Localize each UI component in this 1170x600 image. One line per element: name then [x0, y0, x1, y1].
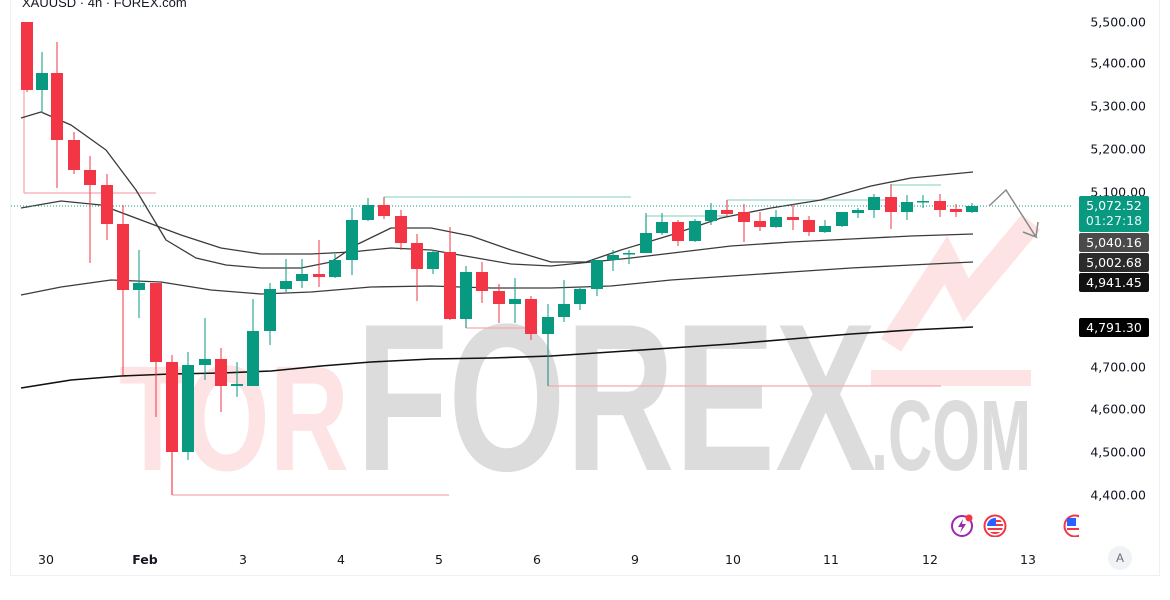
price-axis[interactable]: 5,500.00 5,400.00 5,300.00 5,200.00 5,100.00… — [1060, 0, 1170, 576]
auto-scale-button[interactable]: A — [1108, 546, 1132, 570]
watermark: TOR FOREX.COM — [119, 214, 1041, 515]
candle — [346, 208, 358, 275]
candle — [395, 210, 407, 250]
candle — [558, 280, 570, 322]
price-tick-label: 5,500.00 — [1090, 14, 1146, 30]
time-tick-label: 10 — [725, 552, 741, 567]
candle — [21, 22, 33, 92]
candle — [362, 198, 374, 221]
candle — [705, 203, 717, 225]
us-flag-event-icon-partial[interactable] — [1063, 513, 1079, 537]
candle — [819, 220, 831, 233]
time-tick-label: 4 — [337, 552, 345, 567]
chart-frame: TOR FOREX .COM — [10, 0, 1160, 576]
lightning-event-icon[interactable] — [950, 513, 974, 537]
candle — [689, 219, 701, 242]
time-tick-label: 12 — [922, 552, 938, 567]
countdown-label: 01:27:18 — [1085, 213, 1143, 228]
candle — [444, 227, 456, 320]
candle — [329, 254, 341, 278]
candle — [411, 234, 423, 301]
candle — [166, 355, 178, 495]
time-tick-label: 9 — [631, 552, 639, 567]
ma-value-badge: 5,002.68 — [1079, 253, 1149, 272]
ma-value-badge: 4,791.30 — [1079, 318, 1149, 337]
candle — [934, 194, 946, 217]
price-tick-label: 4,500.00 — [1090, 444, 1146, 460]
time-tick-label: 5 — [435, 552, 443, 567]
candle — [231, 362, 243, 397]
candle — [509, 278, 521, 323]
price-tick-label: 5,200.00 — [1090, 141, 1146, 157]
candle — [754, 212, 766, 231]
chart-title: XAUUSD · 4h · FOREX.com — [22, 0, 187, 10]
candle — [36, 52, 48, 113]
us-flag-event-icon[interactable] — [983, 513, 1007, 538]
price-tick-label: 5,100.00 — [1090, 184, 1146, 200]
candle — [280, 259, 292, 292]
last-price-badge: 5,072.52 01:27:18 — [1079, 196, 1149, 232]
candle — [247, 299, 259, 386]
candle — [591, 260, 603, 296]
candle — [868, 194, 880, 218]
ma-value-badge: 4,941.45 — [1079, 273, 1149, 292]
price-tick-label: 4,400.00 — [1090, 487, 1146, 503]
projection-arrow-icon — [988, 188, 1039, 239]
time-tick-label: Feb — [132, 552, 158, 567]
candle — [836, 212, 848, 227]
price-tick-label: 5,300.00 — [1090, 98, 1146, 114]
candle — [101, 174, 113, 240]
watermark-com: .COM — [871, 380, 1031, 492]
candle — [721, 200, 733, 216]
candle — [525, 296, 537, 340]
candle — [460, 266, 472, 328]
candle — [182, 352, 194, 460]
candle — [803, 216, 815, 236]
candle — [296, 259, 308, 288]
candle — [476, 262, 488, 303]
candle — [542, 304, 554, 386]
candle — [427, 250, 439, 274]
candle — [623, 250, 635, 264]
time-tick-label: 11 — [823, 552, 839, 567]
candle — [885, 184, 897, 229]
candle — [574, 288, 586, 310]
watermark-forex: FOREX — [356, 280, 876, 515]
candle — [117, 205, 129, 375]
chart-plot[interactable]: TOR FOREX.COM — [11, 0, 1071, 545]
candle — [150, 283, 162, 417]
ma-value-badge: 5,040.16 — [1079, 233, 1149, 252]
candle — [378, 197, 390, 219]
candle — [133, 250, 145, 318]
candle — [84, 156, 96, 263]
candle — [770, 210, 782, 228]
candle — [966, 203, 978, 213]
candle — [950, 204, 962, 217]
candle — [51, 42, 63, 188]
candle — [738, 204, 750, 242]
candle — [672, 220, 684, 246]
candle — [313, 240, 325, 287]
candle — [901, 195, 913, 220]
candle — [640, 213, 652, 253]
candle — [656, 213, 668, 235]
time-tick-label: 6 — [533, 552, 541, 567]
price-tick-label: 4,700.00 — [1090, 359, 1146, 375]
time-tick-label: 3 — [239, 552, 247, 567]
candles — [21, 22, 978, 495]
candle — [787, 204, 799, 230]
candle — [264, 283, 276, 345]
price-tick-label: 5,400.00 — [1090, 55, 1146, 71]
candle — [917, 195, 929, 208]
candle — [607, 250, 619, 271]
candle — [199, 318, 211, 380]
time-tick-label: 13 — [1020, 552, 1036, 567]
candle — [68, 132, 80, 174]
time-tick-label: 30 — [38, 552, 54, 567]
candle — [852, 208, 864, 218]
price-tick-label: 4,600.00 — [1090, 401, 1146, 417]
candle — [493, 284, 505, 323]
candle — [215, 348, 227, 412]
